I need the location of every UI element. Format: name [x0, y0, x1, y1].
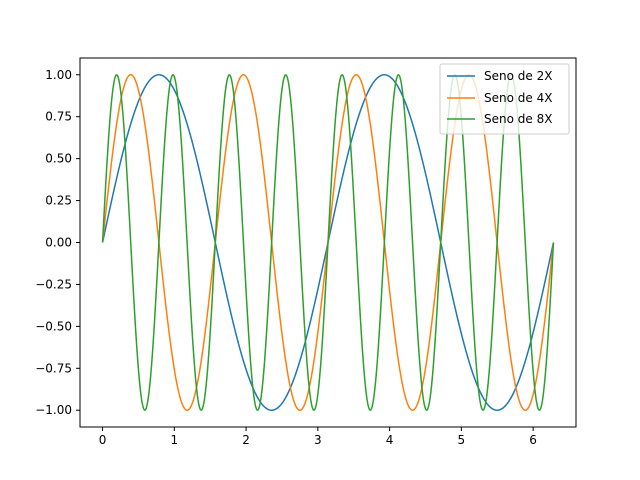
legend-label-seno-2x: Seno de 2X — [484, 69, 552, 83]
legend-label-seno-8x: Seno de 8X — [484, 112, 552, 126]
legend-label-seno-4x: Seno de 4X — [484, 91, 552, 105]
y-axis: −1.00 −0.75 −0.50 −0.25 0.00 0.25 0.50 0.75 1.00 — [35, 68, 80, 417]
x-tick-label: 6 — [529, 433, 537, 447]
legend: Seno de 2X Seno de 4X Seno de 8X — [439, 63, 570, 135]
y-tick-label: 0.50 — [45, 152, 72, 166]
x-tick-label: 1 — [170, 433, 178, 447]
y-tick-label: 0.00 — [45, 236, 72, 250]
y-tick-label: −0.25 — [35, 277, 72, 291]
legend-entry: Seno de 2X — [447, 69, 552, 83]
y-tick-label: −0.75 — [35, 361, 72, 375]
x-axis: 0 1 2 3 4 5 6 — [99, 427, 537, 447]
legend-entry: Seno de 8X — [447, 112, 552, 126]
x-tick-label: 5 — [458, 433, 466, 447]
x-tick-label: 2 — [242, 433, 250, 447]
y-tick-label: −1.00 — [35, 403, 72, 417]
y-tick-label: 0.25 — [45, 194, 72, 208]
x-tick-label: 0 — [99, 433, 107, 447]
legend-entry: Seno de 4X — [447, 91, 552, 105]
x-tick-label: 4 — [386, 433, 394, 447]
x-tick-label: 3 — [314, 433, 322, 447]
y-tick-label: 1.00 — [45, 68, 72, 82]
y-tick-label: 0.75 — [45, 110, 72, 124]
y-tick-label: −0.50 — [35, 319, 72, 333]
series-line-seno-de-8x — [101, 74, 555, 411]
legend-box — [439, 63, 570, 135]
